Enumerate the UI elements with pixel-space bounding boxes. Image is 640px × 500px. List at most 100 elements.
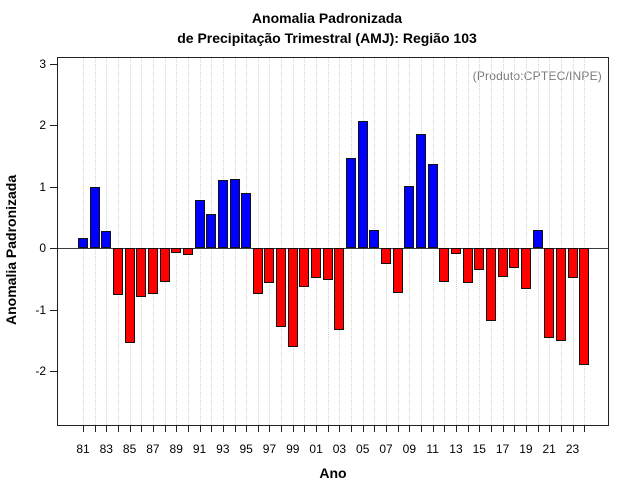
bar-2021 [544,248,555,339]
gridline-2017 [502,58,504,425]
x-tick-2009 [409,425,411,432]
x-tick-1984 [117,425,119,432]
x-tick-2020 [537,425,539,432]
zero-line [58,248,608,249]
gridline-2019 [525,58,527,425]
bar-1992 [206,213,217,248]
gridline-2008 [397,58,399,425]
bar-1995 [241,192,252,248]
x-tick-label-15: 15 [472,442,486,456]
x-tick-1994 [234,425,236,432]
bar-1984 [112,248,123,295]
gridline-2012 [444,58,446,425]
bar-1989 [171,248,182,253]
gridline-1997 [269,58,271,425]
bar-1996 [252,248,263,294]
y-tick-label-2: 2 [39,118,46,132]
x-tick-2016 [490,425,492,432]
bar-2024 [579,248,590,365]
bar-2019 [520,248,531,290]
x-tick-1986 [141,425,143,432]
chart-title: Anomalia Padronizada de Precipitação Tri… [45,8,609,48]
bar-2012 [439,248,450,283]
x-tick-2013 [455,425,457,432]
bar-1988 [159,248,170,283]
x-tick-2002 [327,425,329,432]
bar-2011 [427,164,438,248]
x-tick-label-23: 23 [565,442,580,456]
x-tick-2014 [467,425,469,432]
bar-2007 [381,248,392,264]
x-tick-2023 [572,425,574,432]
bar-1986 [136,248,147,297]
y-tick-label-1: 1 [39,179,46,194]
y-tick-1 [50,186,58,188]
x-tick-1982 [94,425,96,432]
x-tick-2011 [432,425,434,432]
bar-2004 [346,157,357,248]
bar-1991 [194,200,205,248]
gridline-2018 [514,58,516,425]
bar-2013 [450,248,461,255]
bar-2015 [474,248,485,271]
x-tick-label-93: 93 [216,442,230,456]
gridline-2024 [584,58,586,425]
x-tick-2022 [560,425,562,432]
x-tick-2010 [420,425,422,432]
bar-2014 [462,248,473,284]
gridline-1996 [257,58,259,425]
gridline-2002 [327,58,329,425]
bar-1998 [276,248,287,328]
x-tick-1993 [222,425,224,432]
x-tick-2017 [502,425,504,432]
x-tick-2006 [374,425,376,432]
x-tick-1985 [129,425,131,432]
x-axis-title: Ano [319,465,347,481]
x-tick-2018 [514,425,516,432]
gridline-2015 [479,58,481,425]
gridline-2001 [316,58,318,425]
y-tick-label--1: -1 [35,302,46,317]
x-tick-1991 [199,425,201,432]
gridline-1985 [129,58,131,425]
x-tick-label-11: 11 [426,442,439,456]
bar-2003 [334,248,345,330]
x-tick-2000 [304,425,306,432]
x-tick-label-89: 89 [169,442,183,456]
x-tick-1983 [106,425,108,432]
bar-2018 [509,248,520,269]
y-tick-3 [50,63,58,65]
y-tick-label-0: 0 [39,241,46,255]
x-tick-1998 [281,425,283,432]
x-tick-2019 [525,425,527,432]
gridline-2021 [549,58,551,425]
bar-1994 [229,178,240,248]
bar-1982 [89,187,100,248]
x-tick-label-07: 07 [379,442,393,456]
bar-2000 [299,248,310,287]
gridline-1990 [187,58,189,425]
x-tick-label-05: 05 [356,442,370,456]
x-tick-2007 [386,425,388,432]
source-annotation: (Produto:CPTEC/INPE) [472,69,602,83]
bar-2001 [311,248,322,279]
x-tick-label-87: 87 [146,442,160,456]
x-tick-label-99: 99 [286,442,300,456]
chart-title-line1: Anomalia Padronizada [251,10,403,26]
gridline-1989 [176,58,178,425]
bar-1997 [264,248,275,284]
x-tick-2024 [584,425,586,432]
y-tick-label-3: 3 [39,56,46,71]
gridline-2022 [560,58,562,425]
plot-area: (Produto:CPTEC/INPE) 3 2 1 0 -1 -2 81 83 85 87 89 9… [35,57,609,456]
gridline-2013 [455,58,457,425]
x-tick-2001 [316,425,318,432]
x-tick-2012 [444,425,446,432]
x-tick-label-09: 09 [402,442,416,456]
x-tick-label-21: 21 [542,442,556,456]
x-tick-2015 [479,425,481,432]
x-tick-label-01: 01 [309,442,323,456]
x-tick-2005 [362,425,364,432]
chart-title-line2: de Precipitação Trimestral (AMJ): Região… [177,30,477,46]
gridline-1998 [281,58,283,425]
